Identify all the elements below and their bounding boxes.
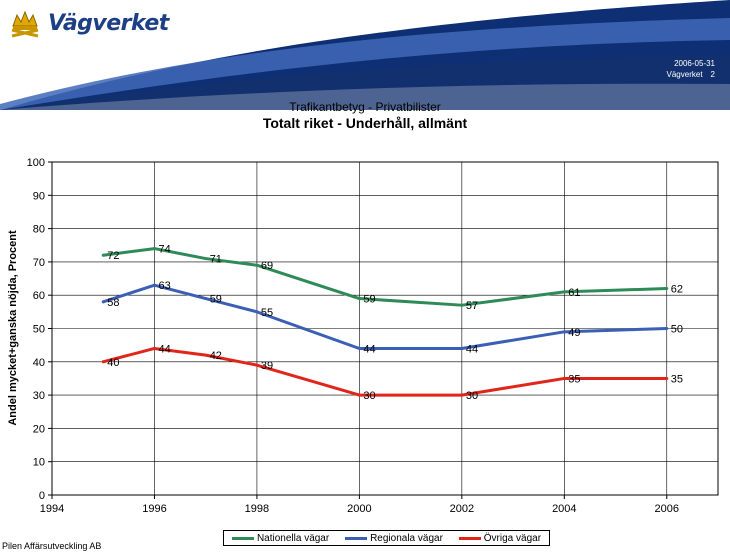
legend-label: Nationella vägar (256, 532, 330, 544)
x-tick-label: 1998 (245, 503, 269, 515)
legend-swatch (458, 536, 481, 540)
data-point (665, 327, 669, 330)
data-label: 71 (210, 254, 222, 266)
data-point (204, 257, 208, 261)
x-tick-label: 1996 (142, 503, 166, 515)
slide-page-number: 2 (710, 70, 715, 79)
data-point (460, 346, 464, 350)
data-point (665, 287, 669, 291)
data-point (101, 360, 105, 364)
data-label: 59 (363, 294, 375, 306)
legend: Nationella vägar Regionala vägar Övriga vä… (223, 530, 550, 546)
slide-org: Vägverket (666, 70, 703, 79)
data-label: 30 (466, 390, 478, 402)
legend-item: Regionala vägar (345, 533, 443, 544)
data-point (460, 393, 464, 397)
grid (51, 161, 719, 496)
data-label: 42 (210, 350, 222, 362)
data-point (357, 393, 361, 397)
data-point (665, 376, 669, 380)
series-line (102, 346, 667, 397)
data-point (101, 300, 105, 304)
data-point (152, 346, 156, 350)
legend-swatch (345, 536, 368, 540)
series-line (102, 283, 667, 350)
data-label: 39 (261, 360, 273, 372)
y-tick-label: 100 (27, 157, 45, 169)
series-line (103, 247, 667, 307)
data-point (562, 290, 566, 294)
data-label: 57 (466, 300, 478, 312)
data-label: 44 (466, 343, 478, 355)
x-tick-label: 2000 (347, 503, 371, 515)
data-point (255, 363, 259, 367)
y-tick-label: 60 (33, 290, 45, 302)
data-point (255, 263, 259, 267)
y-axis-label: Andel mycket+ganska nöjda, Procent (7, 230, 19, 426)
y-tick-label: 0 (39, 490, 45, 502)
y-tick-label: 40 (33, 357, 45, 369)
legend-item: Övriga vägar (458, 532, 542, 544)
brand-name: Vägverket (48, 10, 169, 36)
data-label: 63 (158, 280, 170, 292)
data-label: 50 (671, 324, 683, 336)
data-label: 49 (568, 327, 580, 339)
y-tick-label: 20 (33, 423, 45, 435)
data-point (357, 297, 361, 301)
data-point (204, 353, 208, 357)
data-label: 30 (363, 390, 375, 402)
data-point (101, 253, 105, 257)
axes: 0 10 20 30 40 50 60 70 80 90 100 1994 1996 1998 2000 20… (27, 157, 679, 515)
data-label: 59 (210, 294, 222, 306)
data-point (152, 247, 156, 251)
data-point (255, 310, 259, 314)
data-label: 35 (568, 373, 580, 385)
x-tick-label: 2002 (450, 503, 474, 515)
legend-item: Nationella vägar (231, 532, 330, 544)
data-point (562, 330, 566, 334)
slide-org-line: Vägverket 2 (667, 70, 715, 79)
y-tick-label: 90 (33, 190, 45, 202)
slide-date: 2006-05-31 (674, 59, 715, 68)
crown-emblem-icon (11, 10, 39, 38)
data-label: 69 (261, 260, 273, 272)
data-label: 44 (158, 343, 170, 355)
series: 72 74 71 69 59 57 61 62 58 63 59 55 44 44 49 50 40 44 42 39… (101, 244, 683, 402)
y-tick-label: 80 (33, 224, 45, 236)
slide-meta: 2006-05-31 Vägverket 2 (667, 58, 715, 80)
data-label: 72 (107, 250, 119, 262)
x-tick-label: 2004 (552, 503, 576, 515)
x-tick-label: 2006 (655, 503, 679, 515)
legend-label: Övriga vägar (483, 532, 542, 544)
chart-title: Totalt riket - Underhåll, allmänt (262, 115, 468, 131)
brand-logo: Vägverket (8, 6, 169, 40)
data-label: 61 (568, 287, 580, 299)
data-point (460, 303, 464, 307)
x-tick-label: 1994 (40, 503, 64, 515)
data-point (562, 376, 566, 380)
data-label: 40 (107, 357, 119, 369)
footer-credit: Pilen Affärsutveckling AB (2, 541, 102, 551)
data-label: 35 (671, 373, 683, 385)
y-tick-label: 10 (33, 457, 45, 469)
header-banner: Vägverket 2006-05-31 Vägverket 2 (0, 0, 730, 110)
legend-swatch (231, 536, 254, 540)
chart-subtitle: Trafikantbetyg - Privatbilister (289, 100, 441, 114)
header-swoosh (0, 0, 730, 110)
data-point (152, 283, 156, 287)
data-label: 62 (671, 284, 683, 296)
y-tick-label: 50 (33, 324, 45, 336)
data-label: 44 (363, 343, 375, 355)
data-point (357, 346, 361, 350)
data-point (204, 297, 208, 301)
data-label: 74 (158, 244, 170, 256)
legend-label: Regionala vägar (370, 532, 443, 544)
y-tick-label: 70 (33, 257, 45, 269)
data-label: 55 (261, 307, 273, 319)
line-chart: 0 10 20 30 40 50 60 70 80 90 100 1994 1996 1998 2000 20… (7, 157, 719, 515)
data-label: 58 (107, 297, 119, 309)
y-tick-label: 30 (33, 390, 45, 402)
